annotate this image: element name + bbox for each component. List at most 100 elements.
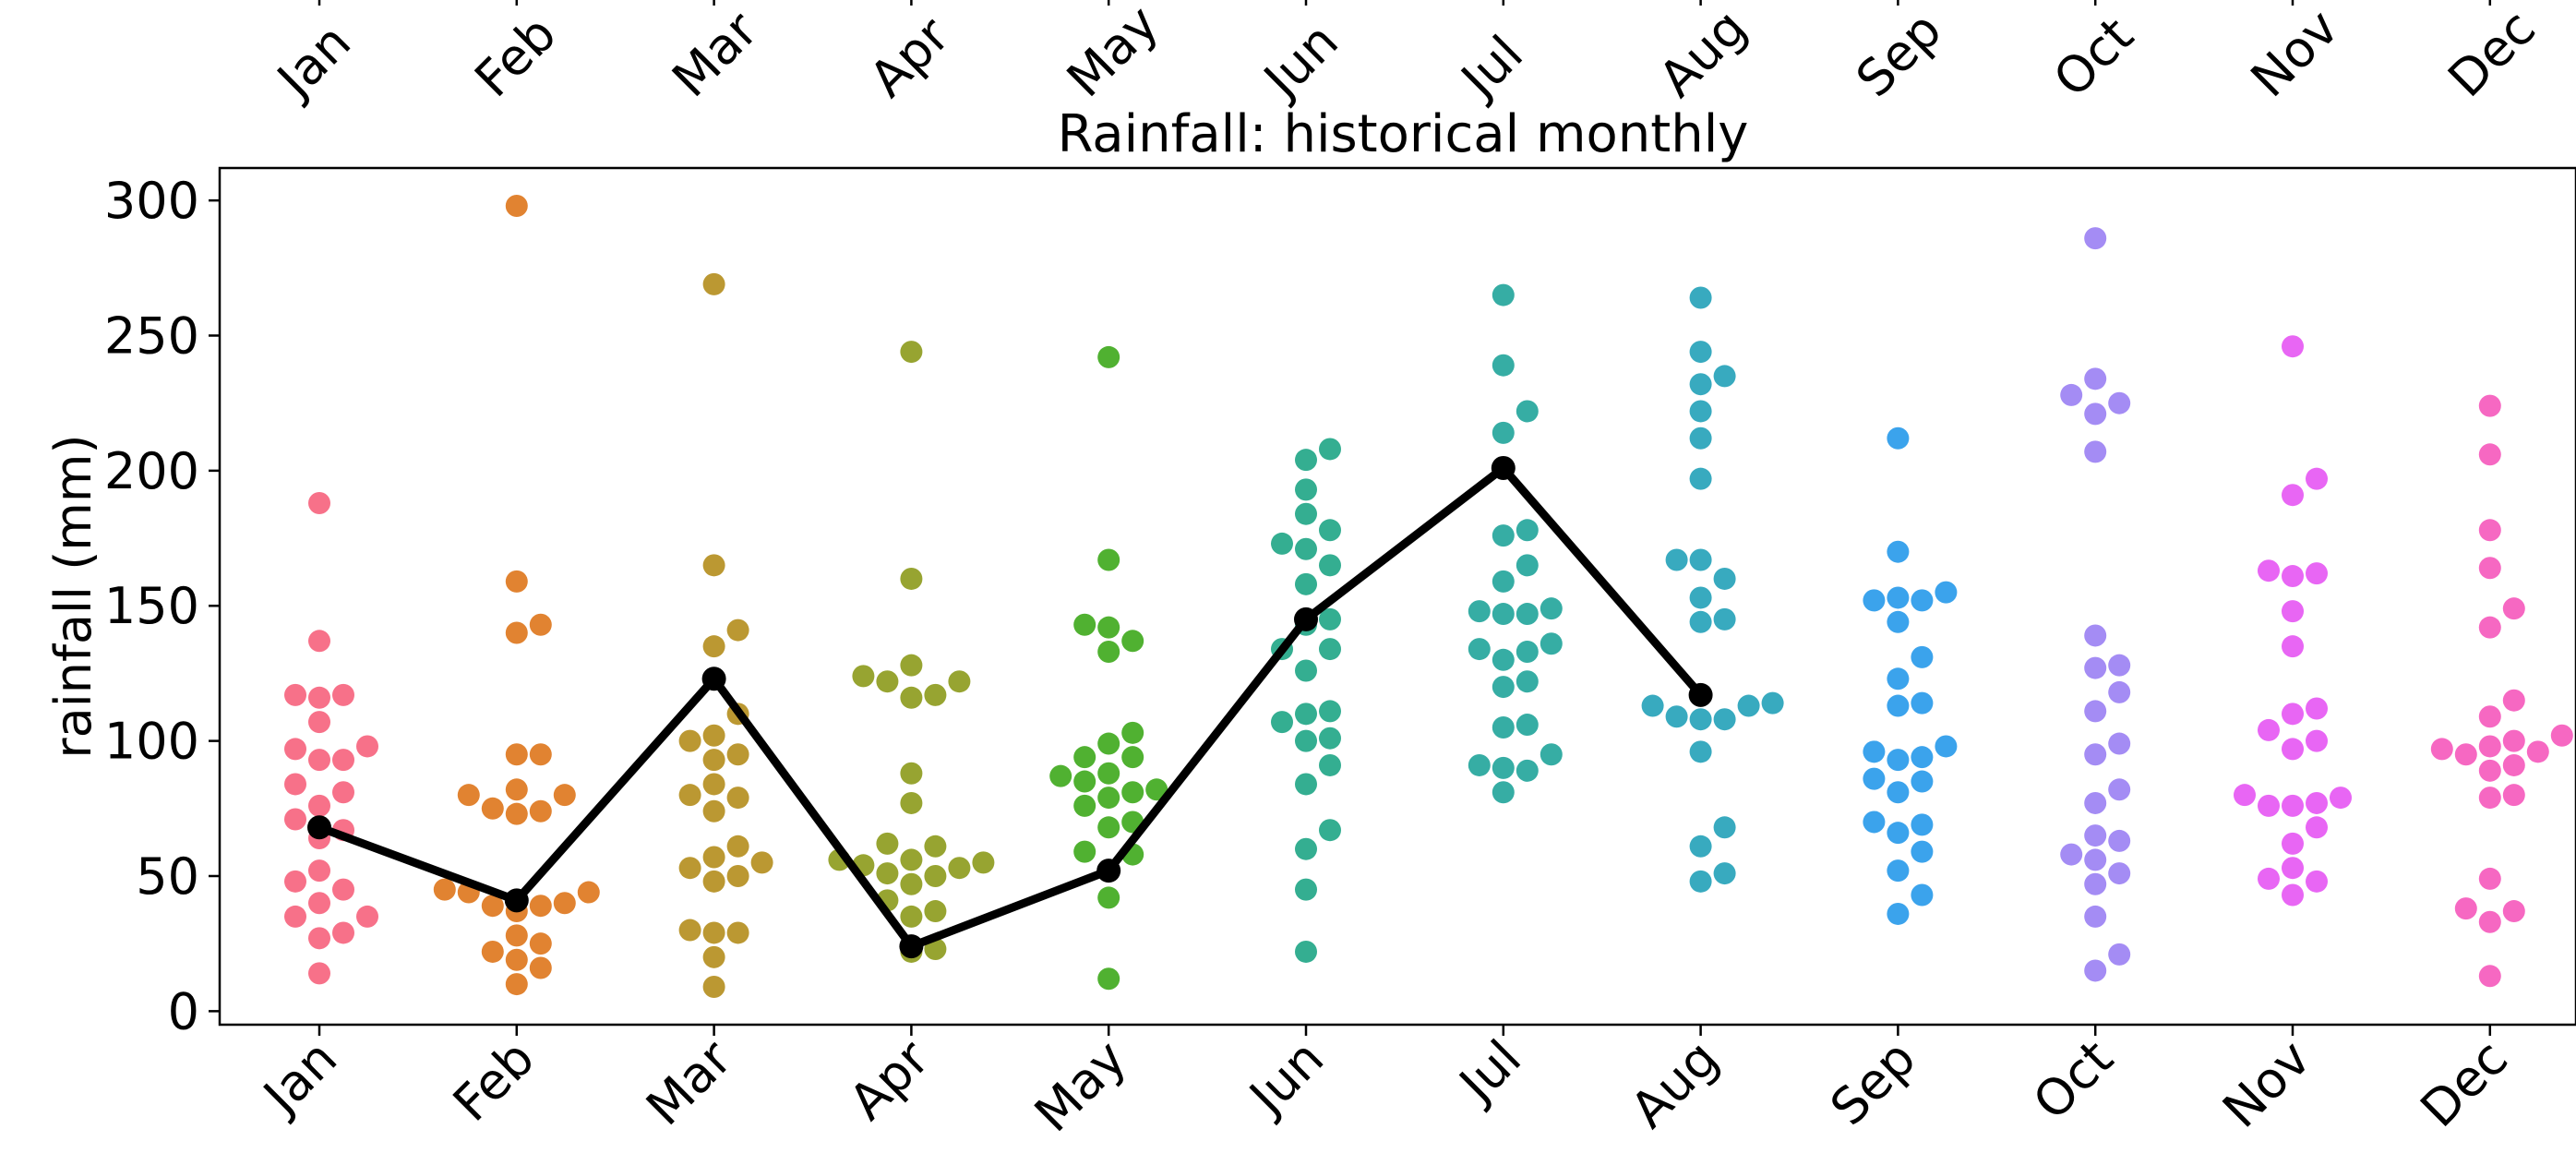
data-point-feb [529, 613, 552, 636]
data-point-dec [2502, 900, 2525, 923]
data-point-oct [2108, 680, 2131, 703]
data-point-dec [2526, 740, 2549, 763]
data-point-may [1097, 762, 1120, 785]
data-point-oct [2060, 383, 2083, 406]
data-point-oct [2084, 791, 2107, 814]
data-point-jul [1492, 354, 1515, 377]
data-point-may [1097, 616, 1120, 639]
data-point-sep [1887, 586, 1910, 609]
data-point-nov [2282, 484, 2304, 507]
data-point-apr [876, 832, 899, 855]
y-axis: 0 50 100 150 200 250 300 [104, 172, 220, 1040]
data-point-oct [2108, 778, 2131, 801]
data-point-may [1073, 770, 1096, 793]
data-point-feb [481, 797, 504, 820]
data-point-dec [2478, 443, 2501, 466]
data-point-jun [1295, 940, 1317, 963]
mean-line-marker [504, 888, 529, 913]
data-point-dec [2478, 519, 2501, 542]
data-point-sep [1911, 589, 1934, 612]
data-point-may [1073, 840, 1096, 863]
x-tick-label: Jan [251, 1029, 349, 1127]
data-point-feb [529, 895, 552, 918]
top-tick-label: Dec [2437, 0, 2546, 108]
data-point-aug [1689, 341, 1712, 364]
data-point-dec [2478, 867, 2501, 890]
data-point-may [1097, 732, 1120, 755]
data-point-dec [2478, 705, 2501, 728]
data-point-feb [505, 802, 528, 825]
data-point-nov [2282, 794, 2304, 817]
data-point-jan [308, 794, 330, 817]
data-point-oct [2084, 624, 2107, 647]
data-point-may [1073, 794, 1096, 817]
data-point-may [1121, 721, 1144, 744]
data-point-may [1097, 816, 1120, 839]
data-point-jul [1492, 781, 1515, 804]
data-point-apr [900, 905, 923, 928]
data-point-jan [308, 711, 330, 734]
data-point-feb [505, 948, 528, 971]
data-point-sep [1911, 813, 1934, 836]
data-point-nov [2306, 562, 2328, 585]
mean-line-marker [1096, 859, 1121, 883]
data-point-oct [2084, 440, 2107, 463]
chart-title: Rainfall: historical monthly [1058, 104, 1749, 164]
data-point-mar [726, 619, 749, 642]
data-point-jul [1492, 756, 1515, 779]
top-tick-label: Oct [2043, 6, 2145, 109]
data-point-dec [2478, 965, 2501, 988]
x-tick-label: Sep [1819, 1029, 1927, 1137]
data-point-jun [1319, 519, 1341, 542]
data-point-mar [726, 743, 749, 766]
data-point-jun [1295, 837, 1317, 860]
data-point-jan [284, 738, 306, 761]
data-point-mar [702, 799, 725, 823]
bottom-axis: Jan Feb Mar Apr May Jun Jul Aug Sep Oct Nov Dec [251, 1025, 2519, 1143]
mean-line-marker [307, 815, 331, 840]
data-point-may [1121, 630, 1144, 653]
y-tick-label: 100 [104, 713, 199, 771]
data-point-may [1049, 764, 1072, 787]
data-point-oct [2084, 872, 2107, 895]
data-point-aug [1713, 607, 1736, 631]
data-point-jul [1516, 400, 1539, 423]
data-point-sep [1863, 767, 1886, 790]
data-point-jul [1540, 743, 1563, 766]
data-point-apr [972, 851, 995, 874]
top-tick-label: Apr [858, 6, 961, 108]
data-point-nov [2282, 738, 2304, 761]
data-point-nov [2282, 883, 2304, 907]
data-point-jun [1319, 607, 1341, 631]
data-point-jun [1295, 773, 1317, 796]
data-point-dec [2478, 759, 2501, 782]
data-point-jan [356, 735, 378, 758]
data-point-jul [1492, 421, 1515, 444]
data-point-oct [2108, 654, 2131, 677]
x-tick-label: Feb [442, 1029, 545, 1133]
data-point-jan [332, 921, 354, 944]
data-point-mar [702, 945, 725, 968]
data-point-oct [2084, 656, 2107, 679]
data-point-jan [284, 683, 306, 706]
data-point-mar [678, 784, 701, 807]
data-point-jul [1516, 641, 1539, 664]
data-point-jul [1492, 603, 1515, 626]
data-point-sep [1887, 426, 1910, 450]
data-point-jun [1295, 703, 1317, 726]
data-point-jul [1540, 632, 1563, 655]
data-point-sep [1935, 735, 1958, 758]
y-tick-label: 200 [104, 442, 199, 500]
data-point-jun [1295, 537, 1317, 560]
data-point-mar [678, 919, 701, 942]
data-point-nov [2306, 729, 2328, 752]
mean-line [318, 463, 1704, 951]
data-point-feb [505, 621, 528, 644]
data-point-mar [702, 749, 725, 772]
x-tick-label: Aug [1620, 1029, 1730, 1139]
data-point-sep [1887, 610, 1910, 633]
data-point-jul [1492, 524, 1515, 547]
data-point-nov [2306, 870, 2328, 893]
data-point-jul [1516, 554, 1539, 577]
